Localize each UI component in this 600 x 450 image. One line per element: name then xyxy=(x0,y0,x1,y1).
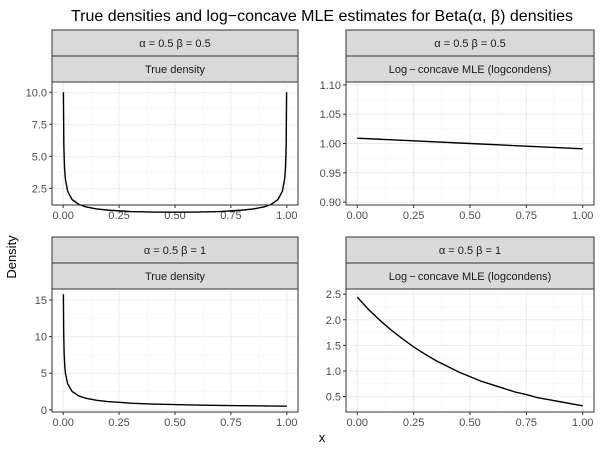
y-axis-title: Density xyxy=(4,235,19,279)
strip-bottom-background xyxy=(345,55,595,83)
strip-top-background xyxy=(345,236,595,264)
strip-top-background xyxy=(51,236,299,264)
density-curve xyxy=(357,137,583,150)
figure-title: True densities and log−concave MLE estim… xyxy=(71,8,573,25)
x-tick-label: 1.00 xyxy=(276,210,297,222)
strip-bottom-background xyxy=(51,55,299,83)
panel-border xyxy=(51,288,299,413)
y-tick-label: 15 xyxy=(35,295,47,307)
x-tick-label: 0.50 xyxy=(164,210,185,222)
y-tick-label: 2.5 xyxy=(326,289,341,301)
y-tick-label: 1.0 xyxy=(326,366,341,378)
x-tick-label: 0.25 xyxy=(108,417,129,429)
y-tick-label: 1.00 xyxy=(320,139,341,151)
y-tick-label: 0.5 xyxy=(326,392,341,404)
strip-top-background xyxy=(345,29,595,57)
x-tick-label: 0.75 xyxy=(220,210,241,222)
density-curve xyxy=(62,294,287,407)
y-tick-label: 5 xyxy=(41,368,47,380)
x-tick-label: 0.00 xyxy=(52,417,73,429)
y-tick-label: 7.5 xyxy=(32,119,47,131)
panel-border xyxy=(345,288,595,413)
x-tick-label: 0.50 xyxy=(164,417,185,429)
y-tick-label: 2.0 xyxy=(326,315,341,327)
x-tick-label: 1.00 xyxy=(572,210,593,222)
y-tick-label: 5.0 xyxy=(32,151,47,163)
x-tick-label: 1.00 xyxy=(276,417,297,429)
y-tick-label: 0.90 xyxy=(320,197,341,209)
y-tick-label: 1.05 xyxy=(320,109,341,121)
y-tick-label: 1.10 xyxy=(320,80,341,92)
y-tick-label: 2.5 xyxy=(32,183,47,195)
x-tick-label: 0.75 xyxy=(220,417,241,429)
x-tick-label: 0.25 xyxy=(403,417,424,429)
y-tick-label: 0 xyxy=(41,405,47,417)
x-tick-label: 0.50 xyxy=(459,210,480,222)
strip-top-label: α = 0.5 β = 1 xyxy=(144,245,206,257)
strip-top-label: α = 0.5 β = 0.5 xyxy=(434,38,505,50)
panel-border xyxy=(345,81,595,206)
strip-bottom-background xyxy=(345,262,595,290)
facet-panel-2: α = 0.5 β = 0.5 Log − concave MLE (logcon… xyxy=(320,29,595,222)
strip-bottom-label: Log − concave MLE (logcondens) xyxy=(389,64,551,76)
density-curve xyxy=(62,92,288,213)
facet-panel-1: α = 0.5 β = 0.5 True density 0.00 0.25 0.50 0… xyxy=(26,29,299,222)
x-tick-label: 0.25 xyxy=(108,210,129,222)
panel-border xyxy=(51,81,299,206)
strip-bottom-label: Log − concave MLE (logcondens) xyxy=(389,271,551,283)
density-curve xyxy=(356,296,583,407)
strip-bottom-background xyxy=(51,262,299,290)
x-tick-label: 0.00 xyxy=(52,210,73,222)
facet-panel-4: α = 0.5 β = 1 Log − concave MLE (logconde… xyxy=(326,236,595,429)
x-tick-label: 0.75 xyxy=(516,210,537,222)
x-tick-label: 0.50 xyxy=(459,417,480,429)
x-tick-label: 0.75 xyxy=(516,417,537,429)
strip-top-background xyxy=(51,29,299,57)
x-tick-label: 0.00 xyxy=(347,417,368,429)
strip-bottom-label: True density xyxy=(145,64,206,76)
x-axis-title: x xyxy=(319,430,326,445)
x-tick-label: 0.25 xyxy=(403,210,424,222)
facet-panel-3: α = 0.5 β = 1 True density 0.00 0.25 0.50 0.7… xyxy=(35,236,299,429)
y-tick-label: 10.0 xyxy=(26,87,47,99)
strip-bottom-label: True density xyxy=(145,271,206,283)
y-tick-label: 10 xyxy=(35,332,47,344)
strip-top-label: α = 0.5 β = 0.5 xyxy=(139,38,210,50)
y-tick-label: 1.5 xyxy=(326,340,341,352)
strip-top-label: α = 0.5 β = 1 xyxy=(439,245,501,257)
x-tick-label: 1.00 xyxy=(572,417,593,429)
y-tick-label: 0.95 xyxy=(320,168,341,180)
x-tick-label: 0.00 xyxy=(347,210,368,222)
